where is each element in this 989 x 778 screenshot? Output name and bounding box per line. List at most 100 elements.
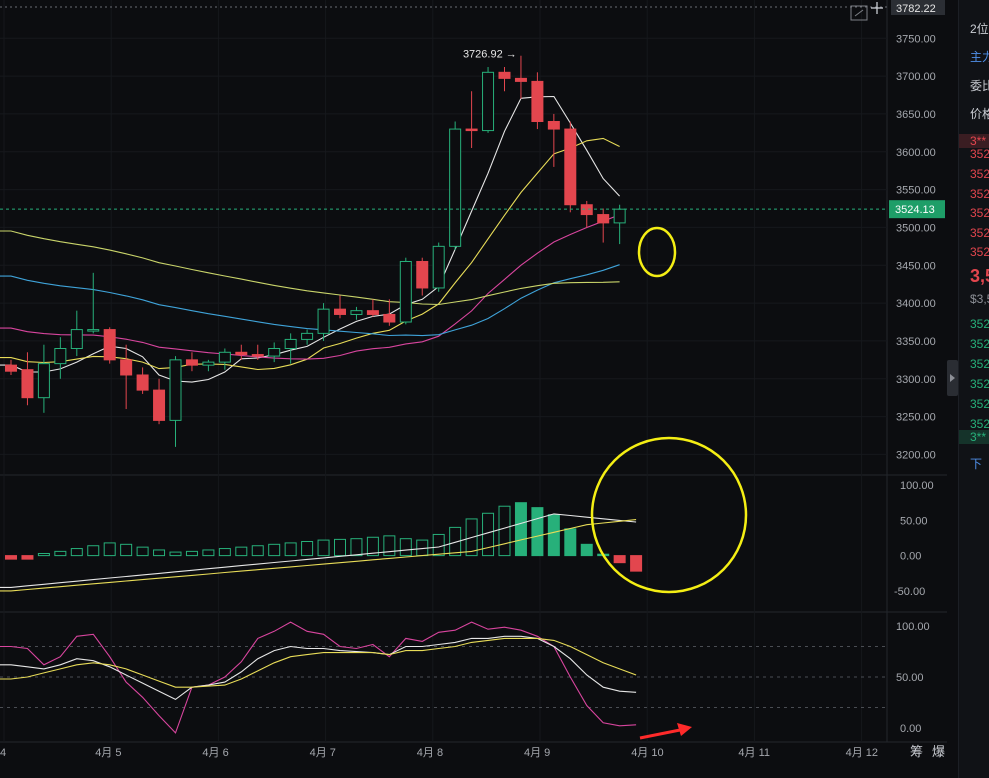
x-axis-label: 4月 7	[310, 747, 336, 759]
macd-histogram-bar	[169, 551, 182, 557]
candle-body[interactable]	[103, 329, 116, 361]
top-price-label: 3782.22	[896, 3, 936, 15]
candle-body[interactable]	[547, 121, 560, 130]
candle-body[interactable]	[498, 71, 511, 79]
candle-body[interactable]	[613, 208, 626, 224]
candle-body[interactable]	[21, 369, 34, 399]
side-panel-tab[interactable]: 价格	[970, 107, 989, 121]
macd-histogram-bar	[5, 555, 17, 560]
candle-body[interactable]	[350, 310, 363, 315]
x-axis-label: 4月 9	[524, 747, 550, 759]
candle-body[interactable]	[564, 128, 577, 206]
order-book-row: 3**	[959, 134, 989, 148]
candle-body[interactable]	[185, 359, 198, 366]
macd-histogram-bar	[37, 552, 50, 557]
macd-tick-label: -50.00	[894, 586, 925, 598]
bottom-tool-left: 筹	[910, 744, 923, 759]
macd-histogram-bar	[54, 550, 67, 557]
order-book-row: 352	[970, 417, 989, 431]
macd-histogram-bar	[251, 545, 264, 557]
candle-body[interactable]	[202, 361, 215, 366]
ma5-line	[0, 95, 621, 383]
macd-histogram-bar	[366, 536, 379, 557]
macd-histogram-bar	[432, 533, 445, 557]
order-book-row: 3,5	[970, 266, 989, 286]
order-book-row[interactable]: 下	[970, 457, 983, 471]
order-book-row: 352	[970, 187, 989, 201]
candle-body[interactable]	[235, 351, 248, 356]
candle-body[interactable]	[120, 359, 133, 376]
x-axis-label: 4月 6	[202, 747, 228, 759]
side-panel-tab[interactable]: 2位	[970, 22, 989, 36]
candle-body[interactable]	[54, 348, 67, 365]
candle-body[interactable]	[136, 374, 149, 391]
ma40-line	[0, 230, 620, 306]
candle-body[interactable]	[70, 329, 83, 350]
kdj-tick-label: 0.00	[900, 723, 921, 735]
candle-body[interactable]	[5, 364, 17, 372]
screenshot-icon-glyph	[854, 9, 864, 17]
macd-dea-line	[0, 519, 637, 592]
macd-histogram-bar	[449, 526, 462, 557]
candle-body[interactable]	[416, 260, 429, 289]
price-tick-label: 3500.00	[896, 222, 936, 234]
macd-histogram-bar	[350, 538, 363, 557]
signal-arrow-shaft	[639, 728, 681, 740]
macd-histogram-bar	[87, 545, 100, 557]
candle-body[interactable]	[37, 363, 50, 399]
candle-body[interactable]	[531, 80, 544, 122]
order-book-row: 352	[970, 167, 989, 181]
macd-histogram-bar	[103, 542, 116, 557]
candle-body[interactable]	[399, 260, 412, 323]
trading-chart[interactable]: 3726.92 → 3750.00 3700.00 3650.00 3600.00 355…	[0, 0, 947, 778]
candle-body[interactable]	[251, 354, 264, 357]
kdj-d-line	[0, 637, 637, 688]
price-tick-label: 3700.00	[896, 71, 936, 83]
macd-histogram-bar	[284, 542, 297, 557]
candle-body[interactable]	[383, 313, 396, 323]
candle-body[interactable]	[597, 214, 610, 224]
price-tick-label: 3750.00	[896, 33, 936, 45]
high-price-annotation: 3726.92 →	[463, 49, 517, 61]
panel-collapse-handle[interactable]	[947, 360, 958, 396]
candle-body[interactable]	[514, 77, 527, 82]
current-price-label: 3524.13	[895, 204, 935, 216]
order-book-row: 352	[970, 245, 989, 259]
macd-histogram-bar	[630, 555, 643, 572]
macd-histogram-bar	[613, 555, 626, 564]
order-book-row: 352	[970, 317, 989, 331]
candle-body[interactable]	[580, 204, 593, 216]
price-tick-label: 3400.00	[896, 298, 936, 310]
candle-body[interactable]	[301, 332, 314, 340]
macd-histogram-bar	[268, 543, 281, 557]
order-book-row: 3**	[959, 430, 989, 444]
side-panel-tab[interactable]: 主力	[970, 50, 989, 64]
x-axis-label: 4	[0, 747, 6, 759]
candle-body[interactable]	[218, 351, 231, 363]
order-book-row: $3,5	[970, 292, 989, 306]
macd-tick-label: 0.00	[900, 551, 921, 563]
x-axis-label: 4月 12	[846, 747, 878, 759]
order-book-row: 352	[970, 397, 989, 411]
macd-histogram-bar	[185, 550, 198, 557]
candle-body[interactable]	[366, 310, 379, 315]
candle-body[interactable]	[284, 338, 297, 350]
candle-body[interactable]	[317, 308, 330, 334]
kdj-k-line	[0, 635, 637, 701]
candle-body[interactable]	[465, 128, 478, 132]
macd-histogram-bar	[514, 502, 527, 557]
macd-histogram-bar	[580, 543, 593, 557]
x-axis-label: 4月 5	[95, 747, 121, 759]
current-price-tag	[889, 200, 945, 219]
candle-body[interactable]	[482, 71, 495, 132]
screenshot-icon[interactable]	[850, 5, 868, 21]
candle-body[interactable]	[449, 128, 462, 247]
candle-body[interactable]	[169, 359, 182, 421]
candle-body[interactable]	[153, 389, 166, 421]
candle-body[interactable]	[432, 245, 445, 289]
side-panel-tab[interactable]: 委比	[970, 79, 989, 93]
candle-body[interactable]	[268, 348, 281, 357]
candle-body[interactable]	[334, 308, 346, 315]
candle-body[interactable]	[87, 329, 100, 332]
macd-histogram-bar	[498, 505, 511, 557]
